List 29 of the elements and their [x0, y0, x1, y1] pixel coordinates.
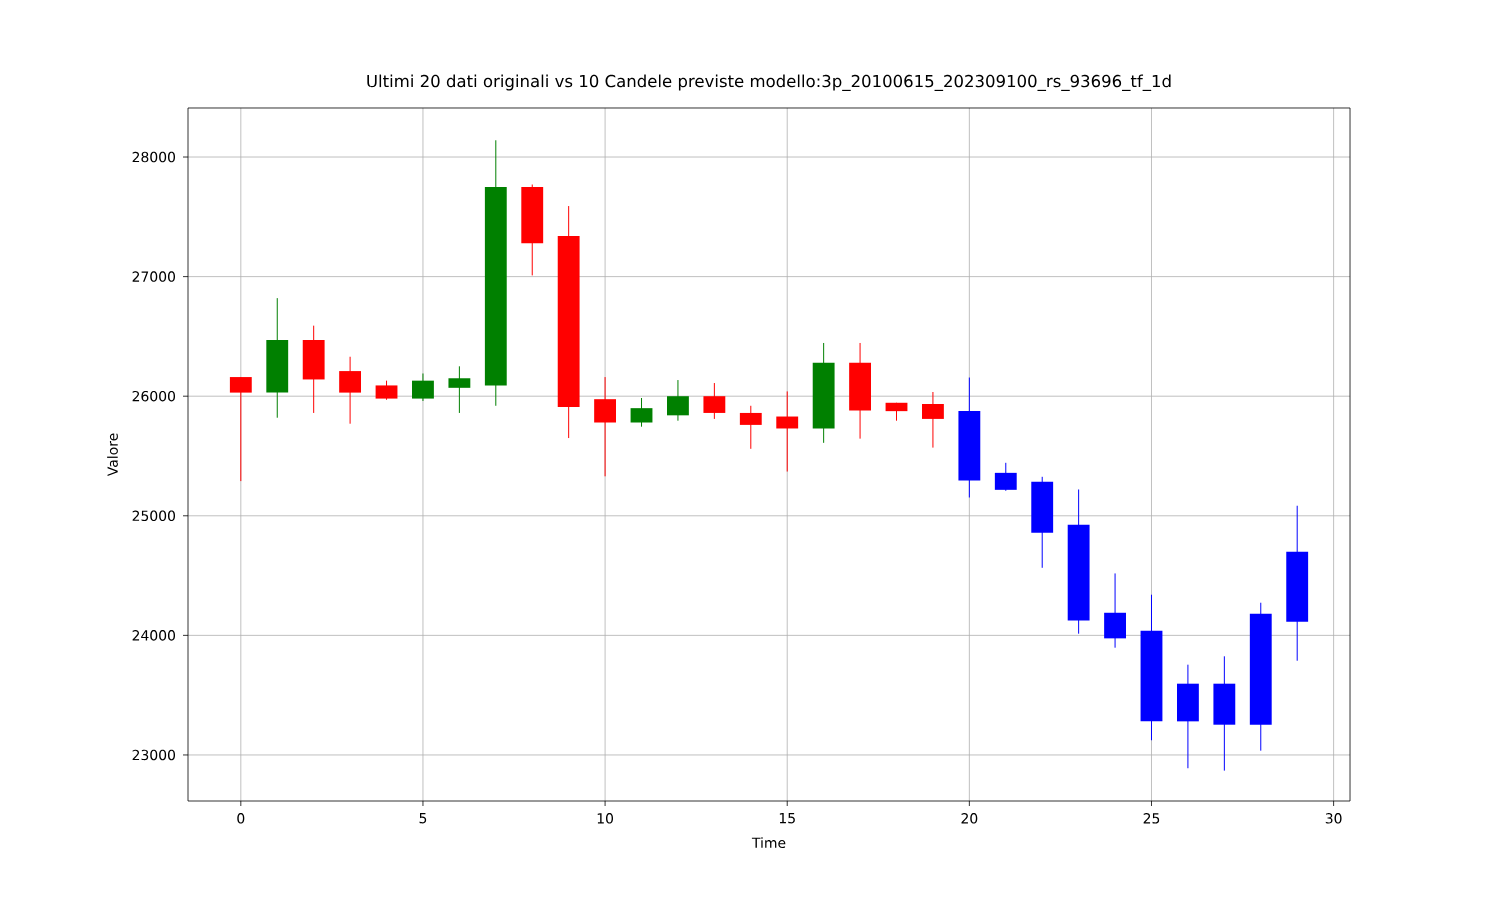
candlestick [375, 380, 398, 401]
y-tick-label: 28000 [132, 151, 176, 163]
candlestick [412, 372, 434, 402]
x-tick-label: 15 [779, 813, 795, 824]
candlestick [922, 391, 944, 449]
x-tick-label: 30 [1325, 813, 1342, 824]
x-tick-label: 10 [597, 813, 614, 824]
candlestick [339, 356, 362, 425]
candlestick [448, 365, 471, 414]
candlestick [667, 379, 689, 422]
y-axis-title: Valore [107, 433, 118, 477]
y-tick-label: 26000 [132, 390, 176, 402]
x-tick-label: 0 [237, 813, 245, 824]
candlestick [703, 382, 726, 420]
y-tick-label: 27000 [132, 271, 176, 282]
x-axis-title: Time [751, 837, 786, 849]
y-tick-label: 25000 [132, 510, 176, 522]
y-tick-label: 23000 [132, 749, 176, 761]
x-tick-label: 5 [419, 813, 427, 824]
x-tick-label: 25 [1143, 813, 1160, 824]
x-tick-label: 20 [961, 813, 978, 824]
y-tick-label: 24000 [132, 630, 176, 641]
candlestick [594, 376, 617, 477]
candlestick [994, 462, 1017, 492]
candlestick [630, 397, 653, 428]
chart-title: Ultimi 20 dati originali vs 10 Candele previste modello:3p_20100615_202309100_rs_93696_tf_1d [367, 74, 1171, 91]
candlestick [229, 376, 252, 482]
candlestick [776, 390, 799, 473]
candlestick [739, 405, 762, 450]
